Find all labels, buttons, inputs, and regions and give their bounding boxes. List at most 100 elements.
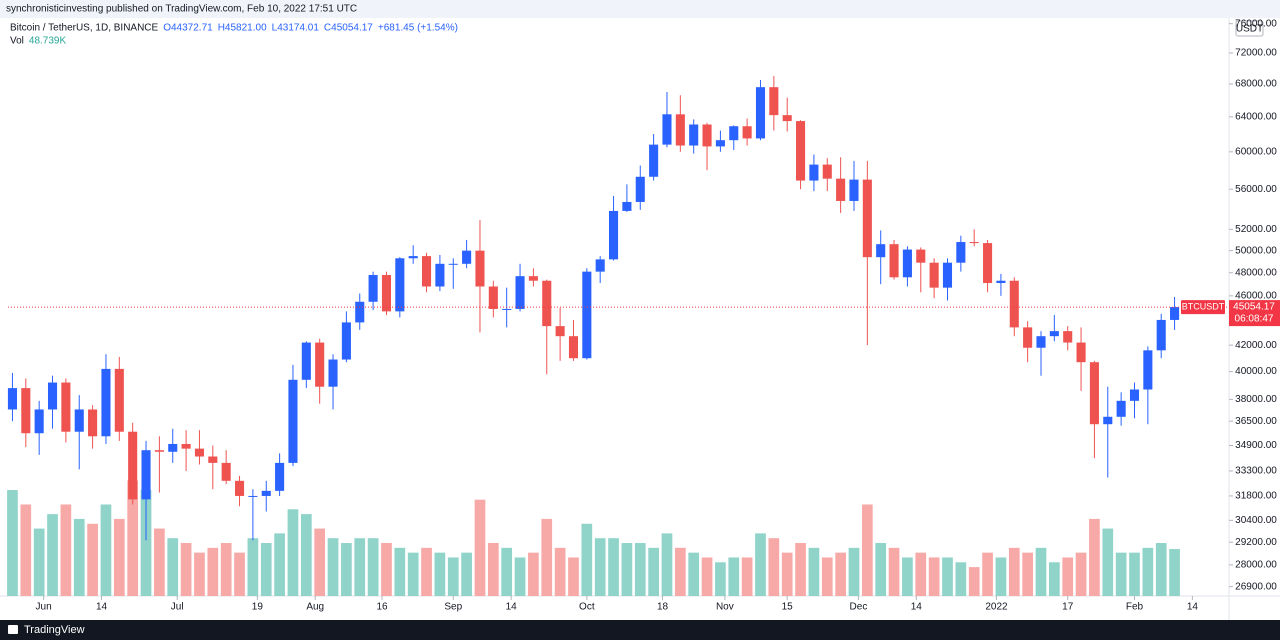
volume-bar — [33, 528, 45, 596]
candle-body — [849, 179, 859, 201]
candle-body — [435, 263, 445, 287]
volume-bar — [1035, 547, 1047, 596]
candle-body — [983, 243, 993, 284]
volume-bar — [274, 533, 285, 596]
candle-body — [221, 462, 231, 481]
candle-body — [609, 210, 619, 260]
candle-body — [488, 286, 498, 309]
x-tick-label: 17 — [1062, 602, 1074, 613]
candle-body — [822, 164, 832, 179]
volume-label: Vol — [10, 36, 24, 47]
volume-bar — [501, 547, 513, 596]
candle-body — [368, 275, 378, 302]
x-tick-label: Feb — [1126, 602, 1144, 613]
candle-body — [929, 262, 939, 288]
volume-bar — [314, 528, 326, 596]
volume-bar — [354, 538, 366, 596]
x-tick-label: 15 — [782, 602, 794, 613]
volume-bar — [7, 490, 18, 596]
volume-bar — [661, 533, 673, 596]
volume-bar — [1129, 552, 1140, 596]
volume-bar — [835, 552, 846, 596]
logo-icon — [8, 625, 18, 634]
x-tick-label: Oct — [579, 602, 595, 613]
volume-bar — [594, 538, 606, 596]
volume-bar — [100, 504, 112, 596]
volume-bar — [247, 538, 259, 596]
volume-bar — [220, 543, 232, 596]
candle-body — [234, 480, 245, 496]
candle-body — [154, 450, 164, 452]
candle-body — [715, 140, 725, 147]
legend-close: C45054.17 — [324, 23, 373, 34]
y-tick-label: 38000.00 — [1235, 394, 1277, 405]
volume-bar — [1155, 543, 1167, 596]
candle-body — [595, 259, 605, 272]
y-tick-label: 72000.00 — [1235, 48, 1277, 59]
candle-body — [729, 126, 739, 141]
candle-body — [1076, 342, 1086, 363]
y-tick-label: 40000.00 — [1235, 366, 1277, 377]
candle-body — [675, 114, 685, 146]
candle-body — [542, 280, 552, 327]
legend-open: O44372.71 — [163, 23, 213, 34]
candle-body — [181, 443, 191, 449]
candle-body — [1089, 362, 1099, 425]
candle-body — [1049, 331, 1059, 337]
x-tick-label: 18 — [657, 602, 669, 613]
candle-body — [1156, 319, 1166, 351]
symbol-tag — [1181, 300, 1225, 315]
volume-bar — [995, 557, 1007, 596]
y-tick-label: 46000.00 — [1235, 290, 1277, 301]
candle-body — [502, 308, 512, 310]
volume-bar — [234, 552, 245, 596]
candle-body — [889, 244, 899, 278]
candle-body — [301, 342, 311, 380]
volume-bar — [1049, 562, 1060, 596]
volume-bar — [621, 543, 633, 596]
candle-body — [21, 388, 31, 434]
currency-box — [1235, 20, 1264, 37]
volume-bar — [1115, 552, 1127, 596]
plot — [7, 76, 1228, 596]
candle-body — [876, 244, 886, 258]
volume-bar — [127, 480, 139, 596]
top-bar — [0, 0, 1280, 18]
volume-bar — [715, 562, 726, 596]
volume-bar — [528, 552, 539, 596]
y-tick-label: 31800.00 — [1235, 491, 1277, 502]
volume-bar — [421, 547, 432, 596]
candle-body — [702, 124, 712, 147]
volume-bar — [1008, 547, 1020, 596]
candle-body — [996, 280, 1006, 284]
candle-body — [796, 121, 806, 181]
volume-bar — [955, 562, 967, 596]
y-tick-label: 68000.00 — [1235, 79, 1277, 90]
candle-body — [742, 126, 752, 139]
candle-body — [956, 242, 966, 263]
candle-body — [1063, 331, 1073, 343]
candle-body — [916, 249, 926, 263]
y-tick-label: 28000.00 — [1235, 560, 1277, 571]
volume-bar — [487, 543, 499, 596]
x-tick-label: Jul — [171, 602, 184, 613]
candle-body — [328, 359, 338, 387]
volume-bar — [341, 543, 352, 596]
candle-body — [421, 256, 432, 287]
y-tick-label: 29200.00 — [1235, 537, 1277, 548]
candle-body — [1129, 389, 1140, 401]
candle-body — [1116, 400, 1126, 417]
y-tick-label: 56000.00 — [1235, 184, 1277, 195]
candle-body — [208, 456, 218, 463]
y-tick-label: 33300.00 — [1235, 466, 1277, 477]
bottom-bar — [0, 620, 1280, 640]
candle-body — [809, 164, 819, 181]
candle-body — [1009, 280, 1019, 328]
x-tick-label: 16 — [376, 602, 388, 613]
volume-bar — [300, 514, 312, 596]
legend: Bitcoin / TetherUS, 1D, BINANCE O44372.71… — [10, 23, 458, 47]
volume-bar — [461, 552, 472, 596]
volume-bar — [928, 557, 940, 596]
candle-body — [528, 276, 538, 281]
candle-body — [128, 431, 138, 500]
